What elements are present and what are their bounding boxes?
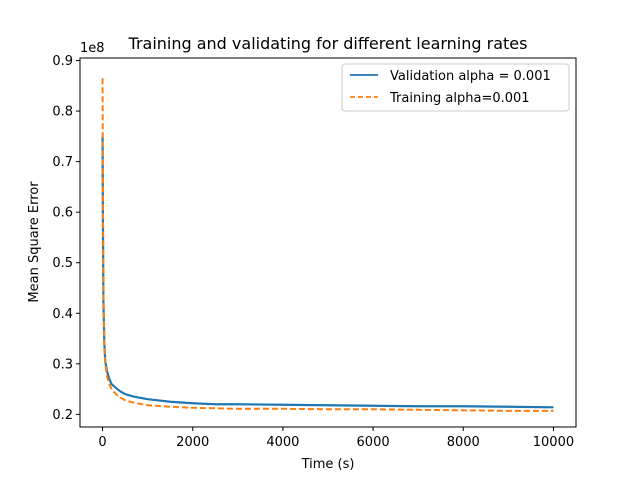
- x-tick-label: 6000: [357, 435, 390, 450]
- legend-label-validation: Validation alpha = 0.001: [390, 69, 551, 84]
- x-tick-label: 2000: [176, 435, 209, 450]
- x-tick-label: 4000: [266, 435, 299, 450]
- series-layer: [101, 78, 554, 412]
- legend-label-training: Training alpha=0.001: [389, 91, 530, 106]
- plot-frame: [79, 57, 577, 428]
- y-tick-label: 0.2: [52, 408, 73, 423]
- legend: Validation alpha = 0.001 Training alpha=…: [341, 63, 570, 112]
- plot-area: [80, 58, 576, 427]
- y-tick-label: 0.4: [52, 307, 73, 322]
- legend-box: [341, 63, 570, 112]
- x-tick-label: 0: [98, 435, 106, 450]
- y-axis: 0.2 0.3 0.4 0.5 0.6 0.7 0.8 0.9: [52, 54, 80, 423]
- x-axis-title: Time (s): [301, 457, 355, 472]
- y-tick-label: 0.5: [52, 256, 73, 271]
- y-tick-label: 0.7: [52, 155, 73, 170]
- y-tick-label: 0.9: [52, 54, 73, 69]
- x-tick-label: 8000: [447, 435, 480, 450]
- y-axis-title: Mean Square Error: [27, 181, 42, 303]
- series-line-1: [101, 78, 554, 412]
- y-tick-label: 0.3: [52, 357, 73, 372]
- y-offset-label: 1e8: [80, 41, 105, 56]
- chart-title: Training and validating for different le…: [128, 34, 528, 53]
- x-axis: 0 2000 4000 6000 8000 10000: [98, 427, 574, 450]
- y-tick-label: 0.8: [52, 105, 73, 120]
- x-tick-label: 10000: [533, 435, 574, 450]
- y-tick-label: 0.6: [52, 206, 73, 221]
